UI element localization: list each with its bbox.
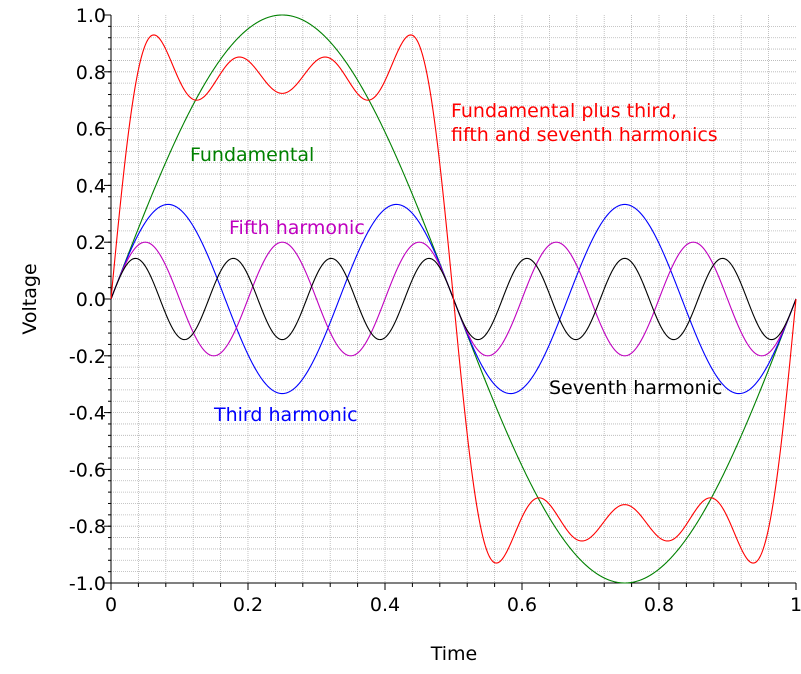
annotation-layer: Fundamental Third harmonic Fifth harmonic S…: [190, 100, 722, 426]
x-tick-label: 0.8: [644, 594, 674, 616]
y-tick-label: 0.8: [76, 62, 106, 84]
y-tick-label: -0.4: [69, 403, 106, 425]
y-tick-label: -0.2: [69, 346, 106, 368]
x-tick-label: 0.2: [233, 594, 263, 616]
y-tick-label: -0.6: [69, 459, 106, 481]
x-tick-label: 0.6: [507, 594, 537, 616]
series-line: [110, 34, 797, 564]
series-annotation: Third harmonic: [213, 404, 358, 426]
y-tick-label: -1.0: [69, 573, 106, 595]
x-tick-label: 1: [790, 594, 801, 616]
x-axis-label: Time: [430, 643, 478, 665]
y-tick-label: 0.4: [76, 175, 106, 197]
y-axis-label: Voltage: [19, 263, 41, 334]
y-tick-label: 0.0: [76, 289, 106, 311]
series-annotation: Fifth harmonic: [229, 217, 365, 239]
series-annotation: Seventh harmonic: [549, 377, 722, 399]
y-tick-label: -0.8: [69, 516, 106, 538]
y-tick-label: 1.0: [76, 5, 106, 27]
x-tick-label: 0: [105, 594, 117, 616]
x-tick-label: 0.4: [370, 594, 400, 616]
series-annotation: Fundamental plus third,: [451, 100, 677, 122]
series-layer: [110, 14, 797, 584]
y-tick-label: 0.2: [76, 232, 106, 254]
series-annotation: Fundamental: [190, 144, 314, 166]
axes-layer: 0 0.2 0.4 0.6 0.8 1 1.0 0.8 0.6 0.4 0.2 0.0 -0.2 -0.4…: [69, 5, 801, 616]
y-tick-label: 0.6: [76, 119, 106, 141]
series-annotation: fifth and seventh harmonics: [451, 124, 718, 146]
